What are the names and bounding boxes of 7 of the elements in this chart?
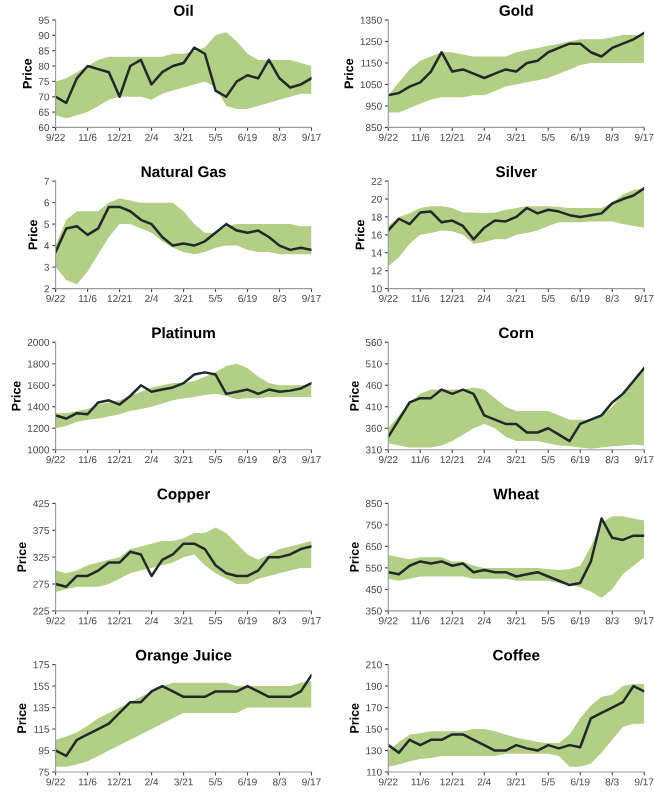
line-series bbox=[55, 46, 312, 105]
line-series bbox=[55, 542, 312, 588]
line-series bbox=[55, 371, 312, 420]
line-series bbox=[388, 684, 645, 754]
line-series bbox=[388, 31, 645, 97]
line-series bbox=[388, 187, 645, 241]
line-series bbox=[55, 205, 312, 254]
